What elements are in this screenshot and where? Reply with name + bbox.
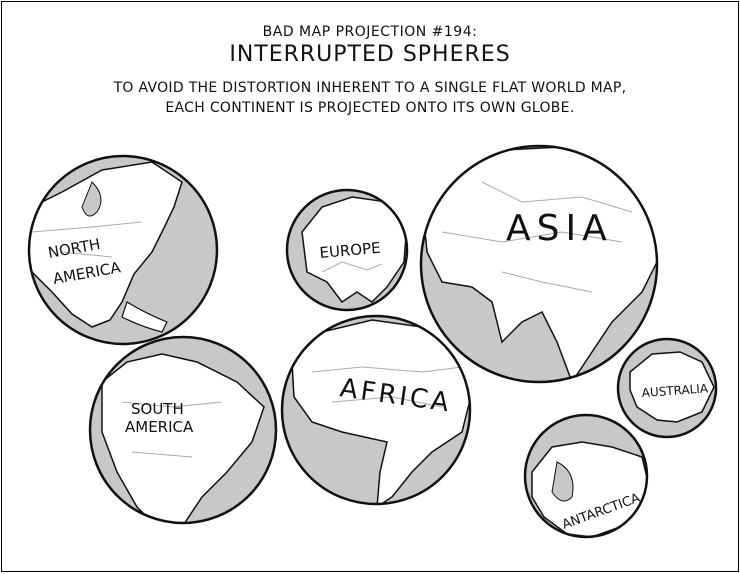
label-asia: ASIA: [506, 208, 613, 249]
globe-north-america: NORTH AMERICA: [27, 154, 219, 346]
ice-shelf: [551, 461, 574, 502]
hudson-bay: [81, 181, 102, 217]
label-south-america-1: SOUTH: [131, 400, 184, 418]
subtitle-line-1: TO AVOID THE DISTORTION INHERENT TO A SI…: [113, 80, 627, 96]
label-south-america-2: AMERICA: [125, 418, 194, 436]
subtitle-line-2: EACH CONTINENT IS PROJECTED ONTO ITS OWN…: [165, 100, 575, 116]
land-south-america: [101, 353, 265, 523]
globe-europe: EUROPE: [285, 188, 409, 312]
globe-asia: ASIA: [419, 144, 659, 384]
land-central-america: [121, 301, 168, 333]
globe-south-america: SOUTH AMERICA: [88, 335, 278, 525]
land-north-america: [29, 161, 183, 328]
globe-antarctica: ANTARCTICA: [523, 413, 649, 539]
land-europe: [301, 196, 407, 304]
land-africa: [291, 319, 470, 504]
label-europe: EUROPE: [319, 239, 382, 262]
comic-kicker: BAD MAP PROJECTION #194:: [262, 24, 478, 40]
land-australia: [629, 351, 715, 423]
globe-africa: AFRICA: [280, 314, 472, 506]
globe-australia: AUSTRALIA: [616, 337, 718, 439]
comic-subtitle: TO AVOID THE DISTORTION INHERENT TO A SI…: [2, 78, 738, 118]
comic-title: INTERRUPTED SPHERES: [229, 42, 511, 67]
label-australia: AUSTRALIA: [641, 381, 709, 400]
